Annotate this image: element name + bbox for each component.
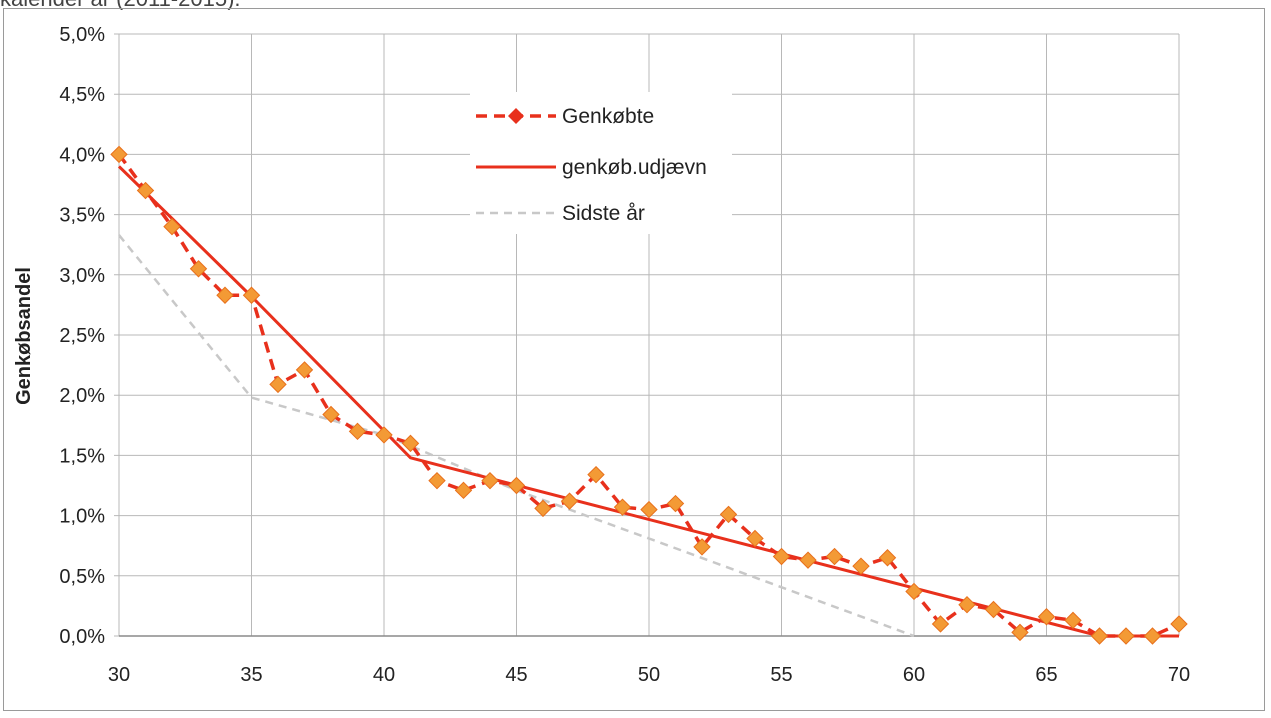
data-point-marker [560, 492, 579, 510]
y-tick-label: 0,0% [59, 626, 105, 648]
series-line-sidste-aar [118, 234, 915, 638]
data-point-marker [375, 426, 393, 444]
legend: Genkøbte genkøb.udjævn Sidste år [470, 92, 732, 234]
data-point-marker [534, 499, 552, 518]
y-tick-label: 3,0% [59, 265, 105, 287]
data-point-marker [295, 361, 314, 379]
data-point-marker [878, 549, 897, 567]
data-point-marker [693, 538, 711, 556]
legend-marker-genkoebte [508, 108, 524, 124]
y-tick-label: 1,0% [59, 506, 105, 528]
y-axis-title: Genkøbsandel [13, 267, 35, 405]
legend-label: Genkøbte [562, 105, 654, 128]
y-tick-label: 2,5% [59, 325, 105, 347]
data-point-marker [1170, 615, 1188, 633]
data-point-marker [216, 286, 234, 304]
data-point-marker [905, 582, 923, 601]
x-tick-label: 65 [1035, 664, 1057, 686]
data-point-marker [242, 286, 261, 304]
data-point-marker [110, 145, 128, 164]
data-point-marker [507, 476, 526, 495]
gridlines [114, 33, 1180, 637]
x-tick-label: 70 [1168, 664, 1190, 686]
y-tick-label: 1,5% [59, 445, 105, 467]
data-point-marker [1143, 627, 1162, 645]
data-point-marker [931, 615, 950, 633]
x-tick-label: 40 [373, 664, 395, 686]
y-tick-label: 5,0% [59, 24, 105, 46]
data-point-marker [772, 547, 791, 566]
data-point-marker [401, 434, 420, 453]
x-tick-label: 60 [903, 664, 925, 686]
series-layer [110, 145, 1188, 645]
data-point-marker [269, 375, 287, 394]
data-point-marker [719, 505, 738, 524]
data-point-marker [189, 260, 208, 278]
data-point-marker [1064, 611, 1082, 630]
data-point-marker [1037, 608, 1056, 626]
data-point-marker [825, 547, 844, 566]
legend-label: genkøb.udjævn [562, 156, 707, 179]
x-tick-label: 55 [770, 664, 792, 686]
y-tick-label: 2,0% [59, 385, 105, 407]
data-point-marker [1090, 627, 1109, 645]
y-tick-label: 4,5% [59, 84, 105, 106]
header-fragment: kalender år (2011-2015). [0, 0, 400, 10]
legend-label: Sidste år [562, 202, 645, 225]
x-tick-label: 35 [240, 664, 262, 686]
data-point-marker [852, 557, 870, 575]
x-tick-label: 50 [638, 664, 660, 686]
y-tick-label: 0,5% [59, 566, 105, 588]
data-point-marker [958, 595, 976, 614]
data-point-marker [640, 500, 658, 519]
data-point-marker [587, 465, 605, 484]
y-tick-label: 3,5% [59, 205, 105, 227]
x-tick-label: 30 [108, 664, 130, 686]
data-point-marker [666, 494, 685, 513]
data-point-marker [1011, 623, 1029, 642]
data-point-marker [348, 422, 367, 441]
data-point-marker [799, 551, 817, 569]
data-point-marker [322, 405, 340, 424]
chart-frame [3, 8, 1265, 711]
tick-labels: 30 35 40 45 50 55 60 65 70 0,0% 0,5% 1,0% 1,5% 2,0% 2,… [59, 24, 1190, 686]
data-point-marker [428, 471, 446, 490]
x-tick-label: 45 [505, 664, 527, 686]
data-point-marker [613, 498, 632, 516]
data-point-marker [163, 217, 181, 236]
data-point-marker [984, 600, 1003, 619]
y-tick-label: 4,0% [59, 144, 105, 166]
data-point-marker [454, 481, 473, 500]
data-point-marker [136, 181, 155, 200]
data-point-marker [481, 471, 499, 490]
data-point-marker [1117, 627, 1135, 645]
data-point-marker [746, 529, 764, 548]
